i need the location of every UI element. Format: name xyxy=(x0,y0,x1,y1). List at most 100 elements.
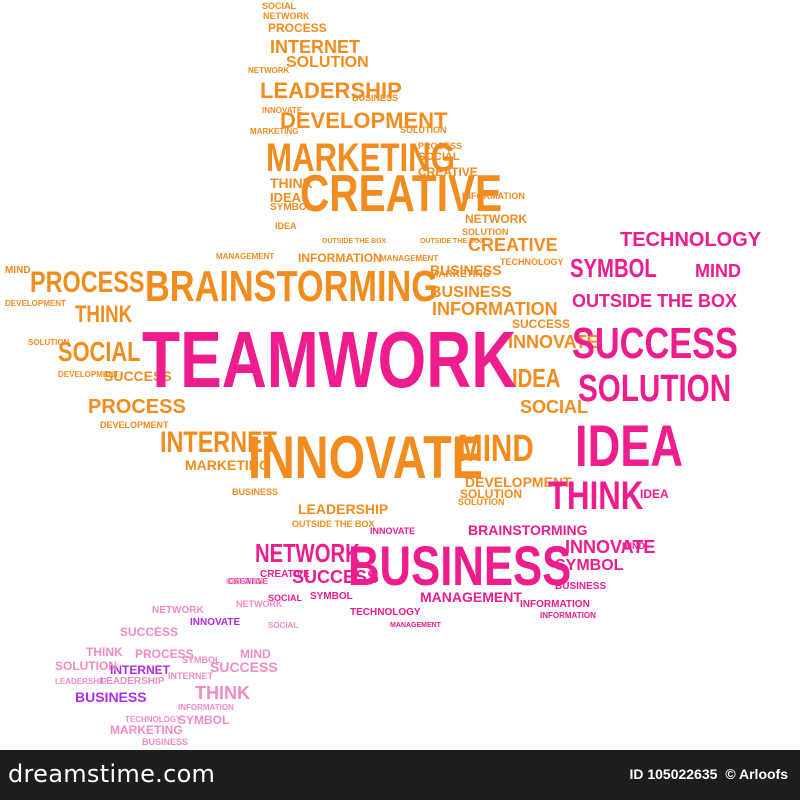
word-cloud-word: INNOVATE xyxy=(370,526,416,536)
word-cloud-word: THINK xyxy=(75,301,133,328)
word-cloud-word: LEADERSHIP xyxy=(55,677,107,686)
word-cloud-word: NETWORK xyxy=(236,599,283,609)
word-cloud-word: INNOVATE xyxy=(508,332,599,352)
word-cloud-word: LEADERSHIP xyxy=(298,501,389,517)
word-cloud-word: TECHNOLOGY xyxy=(500,257,564,267)
word-cloud-word: BUSINESS xyxy=(352,93,399,103)
word-cloud-word: SOCIAL xyxy=(268,621,299,630)
word-cloud-word: MARKETING xyxy=(266,136,455,180)
word-cloud-word: PROCESS xyxy=(135,647,194,661)
word-cloud-word: DEVELOPMENT xyxy=(58,370,119,379)
word-cloud-word: SOLUTION xyxy=(460,487,522,501)
word-cloud-word: MIND xyxy=(622,541,645,551)
word-cloud-word: SUCCESS xyxy=(512,317,571,331)
word-cloud-word: PROCESS xyxy=(30,266,145,299)
word-cloud-word: MIND xyxy=(240,647,271,661)
word-cloud-word: SOCIAL xyxy=(58,336,141,367)
word-cloud-word: SOLUTION xyxy=(400,125,447,135)
word-cloud-word: SYMBOL xyxy=(570,253,657,283)
word-cloud-word: SUCCESS xyxy=(210,659,278,675)
word-cloud-word: CREATIVE xyxy=(260,569,310,580)
word-cloud-word: THINK xyxy=(548,474,644,518)
word-cloud-word: MANAGEMENT xyxy=(380,254,439,263)
word-cloud-word: NETWORK xyxy=(255,538,360,568)
word-cloud-word: SOLUTION xyxy=(28,338,70,347)
word-cloud-word: INFORMATION xyxy=(462,191,525,201)
word-cloud-word: INTERNET xyxy=(160,426,277,459)
word-cloud-word: CREATIVE xyxy=(418,165,478,179)
dreamstime-logo: dreamstime.com xyxy=(8,760,216,788)
word-cloud-word: INTERNET xyxy=(168,671,213,681)
word-cloud-word: SOLUTION xyxy=(462,227,509,237)
word-cloud-word: INTERNET xyxy=(270,37,360,57)
word-cloud-word: IDEA xyxy=(275,221,297,231)
word-cloud-word: MANAGEMENT xyxy=(390,622,441,629)
word-cloud-word: INNOVATE xyxy=(262,106,303,115)
word-cloud-word: THINK xyxy=(195,683,250,703)
image-credit: ID 105022635 © Arloofs xyxy=(625,766,788,782)
word-cloud-word: CREATIVE xyxy=(468,235,558,255)
word-cloud-word: TECHNOLOGY xyxy=(350,607,421,618)
word-cloud-word: BUSINESS xyxy=(430,262,502,278)
word-cloud-word: INFORMATION xyxy=(178,703,234,712)
word-cloud-word: NETWORK xyxy=(248,66,290,75)
word-cloud-word: OUTSIDE THE BOX xyxy=(292,519,375,529)
word-cloud-word: INFORMATION xyxy=(540,611,596,620)
word-cloud-word: IDEA xyxy=(270,190,302,205)
word-cloud-word: MIND xyxy=(5,265,31,276)
word-cloud-word: INFORMATION xyxy=(432,299,558,319)
word-cloud-word: SYMBOL xyxy=(178,713,230,727)
word-cloud-word: PROCESS xyxy=(418,141,463,151)
word-cloud-word: MIND xyxy=(458,428,534,470)
author-credit: © Arloofs xyxy=(725,766,788,782)
word-cloud-word: IDEA xyxy=(512,363,561,393)
word-cloud-word: INNOVATE xyxy=(190,617,241,628)
image-id: ID 105022635 xyxy=(629,766,718,782)
word-cloud-word: MANAGEMENT xyxy=(216,252,275,261)
word-cloud-word: DEVELOPMENT xyxy=(5,299,66,308)
word-cloud-word: INFORMATION xyxy=(520,599,590,610)
word-cloud-word: MARKETING xyxy=(185,457,270,473)
word-cloud-image: SOCIAL NETWORK PROCESS INTERNET NETWORK SOLUT… xyxy=(5,1,761,747)
word-cloud-word: OUTSIDE THE BOX xyxy=(572,291,738,311)
word-cloud-word: BUSINESS xyxy=(75,689,147,705)
word-cloud-word: SOCIAL xyxy=(520,397,589,417)
word-cloud-word: SUCCESS xyxy=(292,567,380,587)
word-cloud-word: INNOVATE xyxy=(248,424,483,491)
word-cloud-word: OUTSIDE THE BOX xyxy=(420,238,485,245)
word-cloud-word: PROCESS xyxy=(268,21,327,35)
word-cloud-word: SOCIAL xyxy=(268,593,303,603)
word-cloud-word: BRAINSTORMING xyxy=(145,262,438,311)
word-cloud-word: SOLUTION xyxy=(55,659,117,673)
word-cloud-word: CREATIVE xyxy=(228,577,268,586)
word-cloud-word: SOCIAL xyxy=(418,151,460,163)
word-cloud-word: BUSINESS xyxy=(430,284,512,301)
word-cloud-word: TEAMWORK xyxy=(142,315,517,404)
word-cloud-word: BUSINESS xyxy=(142,737,189,747)
word-cloud-word: DEVELOPMENT xyxy=(100,420,169,430)
word-cloud-word: CREATIVE xyxy=(226,577,266,586)
word-cloud-word: BUSINESS xyxy=(555,581,607,592)
watermark-footer: dreamstime.com ID 105022635 © Arloofs xyxy=(0,750,800,800)
word-cloud-word: INNOVATE xyxy=(565,537,656,557)
word-cloud-word: SUCCESS xyxy=(120,625,179,639)
word-cloud-word: SUCCESS xyxy=(104,368,172,384)
word-cloud-word: DEVELOPMENT xyxy=(280,108,448,133)
word-cloud-word: IDEA xyxy=(640,487,669,501)
word-cloud-word: NETWORK xyxy=(263,11,310,21)
word-cloud-word: INFORMATION xyxy=(298,251,382,265)
word-cloud-word: CREATIVE xyxy=(300,165,503,223)
word-cloud-word: LEADERSHIP xyxy=(100,676,165,687)
word-cloud-word: DEVELOPMENT xyxy=(465,474,572,490)
word-cloud-word: NETWORK xyxy=(465,212,527,226)
word-cloud-word: SYMBOL xyxy=(555,557,624,574)
word-cloud-word: INTERNET xyxy=(110,663,170,677)
word-cloud-word: SOLUTION xyxy=(458,497,505,507)
word-cloud-word: SYMBOL xyxy=(310,591,353,602)
word-cloud-word: SOCIAL xyxy=(262,1,297,11)
word-cloud-word: SOLUTION xyxy=(286,54,369,71)
word-cloud-word: SYMBOL xyxy=(182,655,221,665)
word-cloud-word: MANAGEMENT xyxy=(420,589,522,605)
word-cloud-word: LEADERSHIP xyxy=(260,78,402,103)
word-cloud-word: THINK xyxy=(270,175,313,191)
